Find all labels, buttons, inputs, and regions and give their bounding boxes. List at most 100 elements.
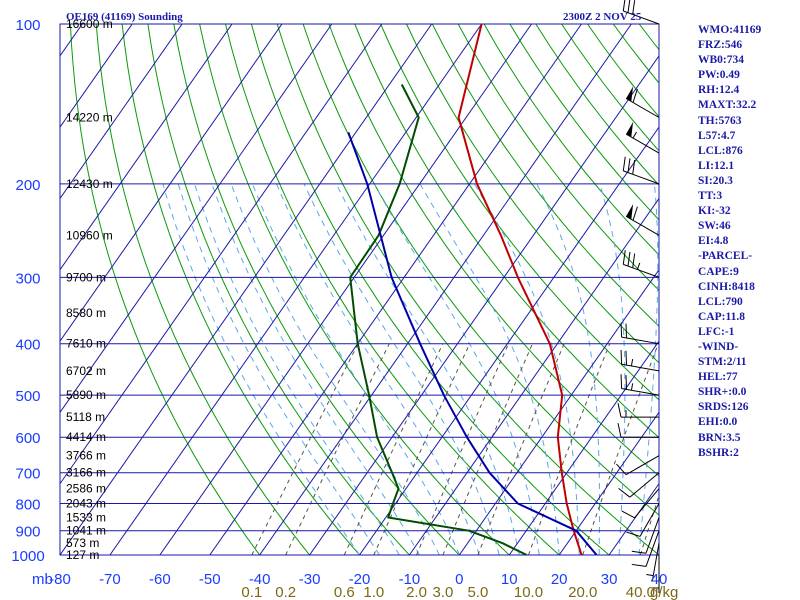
temperature-tick-label: -70 (99, 571, 121, 588)
index-item: SHR+:0.0 (698, 386, 747, 399)
isotherm-line (60, 24, 233, 271)
height-label: 4414 m (66, 430, 106, 444)
mixing-ratio-line (477, 343, 565, 555)
wind-barb-shaft (651, 543, 660, 581)
moist-adiabat-line (211, 183, 420, 555)
pressure-tick-label: 800 (15, 497, 40, 514)
wind-barb (622, 156, 660, 185)
wind-barb-shaft (621, 336, 660, 345)
height-label: 7610 m (66, 337, 106, 351)
wind-barb-flag (632, 160, 636, 175)
index-item: RH:12.4 (698, 84, 740, 97)
index-item: -WIND- (698, 340, 739, 353)
moist-adiabat-line (473, 183, 580, 555)
index-item: SRDS:126 (698, 401, 749, 414)
height-label: 16600 m (66, 17, 113, 31)
isotherm-line (359, 126, 659, 555)
dry-adiabat-line (302, 24, 659, 516)
index-item: SI:20.3 (698, 174, 733, 187)
wind-barb-half-flag (630, 383, 634, 391)
wind-barb-flag (625, 350, 628, 366)
wind-barb (622, 250, 660, 278)
wind-barb-half-flag (630, 359, 634, 367)
index-item: WB0:734 (698, 54, 744, 67)
wind-barb (652, 555, 660, 593)
isotherm-line (209, 24, 582, 555)
index-item: CAP:11.8 (698, 310, 745, 323)
pressure-tick-label: 600 (15, 430, 40, 447)
wind-barb-pennant (626, 86, 634, 102)
parcel-line (347, 132, 598, 555)
index-item: PW:0.49 (698, 69, 740, 82)
dry-adiabat-line (121, 24, 360, 555)
index-item: LI:12.1 (698, 159, 735, 172)
index-item: KI:-32 (698, 205, 731, 218)
pressure-tick-label: 400 (15, 337, 40, 354)
moist-adiabat-line (162, 183, 360, 555)
pressure-tick-label: 500 (15, 388, 40, 405)
mixing-ratio-line (251, 343, 359, 555)
height-label: 1041 m (66, 524, 106, 538)
wind-barb-flag (622, 156, 626, 171)
wind-barbs (616, 0, 660, 593)
wind-barb (620, 374, 660, 396)
mixing-ratio-label: 0.1 (241, 584, 262, 600)
isotherm-line (60, 24, 183, 200)
wind-barb-shaft (625, 98, 660, 118)
isotherm-line (508, 340, 659, 555)
pressure-tick-label: 200 (15, 177, 40, 194)
wind-barb (631, 517, 660, 554)
pressure-tick-label: 300 (15, 270, 40, 287)
pressure-grid (59, 23, 660, 556)
dry-adiabat-line (431, 24, 659, 327)
index-item: -PARCEL- (698, 250, 753, 263)
pressure-tick-label: 700 (15, 466, 40, 483)
height-label: 5118 m (66, 410, 105, 424)
index-item: EI:4.8 (698, 235, 729, 248)
moist-adiabat-line (303, 183, 500, 555)
height-label: 14220 m (66, 111, 113, 125)
index-item: FRZ:546 (698, 39, 743, 52)
wind-barb-flag (617, 403, 622, 418)
dry-adiabat-line (561, 24, 659, 152)
index-item: HEL:77 (698, 371, 738, 384)
pressure-tick-label: 1000 (11, 548, 44, 565)
wind-barb-half-flag (646, 573, 654, 577)
wind-barb (626, 503, 660, 537)
wind-barb-flag (620, 322, 623, 338)
temperature-tick-label: 10 (501, 571, 518, 588)
mixing-ratio-label: 2.0 (406, 584, 427, 600)
temperature-tick-label: 40 (651, 571, 668, 588)
wind-barb (620, 322, 660, 345)
mixing-ratio-label: 0.2 (275, 584, 296, 600)
index-item: CINH:8418 (698, 280, 755, 293)
mixing-ratio-label: 3.0 (433, 584, 454, 600)
dry-adiabat-line (225, 24, 560, 555)
wind-barb-shaft (645, 517, 660, 554)
index-item: BRN:3.5 (698, 431, 741, 444)
height-label: 573 m (66, 536, 99, 550)
isotherm-line (558, 411, 659, 555)
mixing-ratio-label: 0.6 (334, 584, 355, 600)
wind-barb-pennant (626, 121, 634, 138)
height-label: 1533 m (66, 511, 106, 525)
plot-border (59, 23, 660, 556)
moist-adiabat-line (194, 183, 400, 555)
wind-barb-shaft (625, 215, 660, 236)
wind-barb (646, 543, 660, 581)
height-label: 12430 m (66, 177, 113, 191)
temperature-tick-label: -50 (199, 571, 221, 588)
index-item: TT:3 (698, 190, 723, 203)
dry-adiabat-line (457, 24, 659, 292)
valid-time: 2300Z 2 NOV 25 (563, 11, 642, 23)
temperature-tick-label: -80 (49, 571, 71, 588)
wind-barb-flag (625, 375, 628, 390)
wind-barb-shaft (639, 503, 660, 537)
wind-barb-flag (631, 550, 647, 554)
wind-barb-half-flag (632, 131, 637, 139)
temperature-tick-label: -10 (399, 571, 421, 588)
isotherm-line (60, 24, 333, 414)
moist-adiabat-line (177, 183, 380, 555)
temperature-tick-label: 0 (455, 571, 463, 588)
